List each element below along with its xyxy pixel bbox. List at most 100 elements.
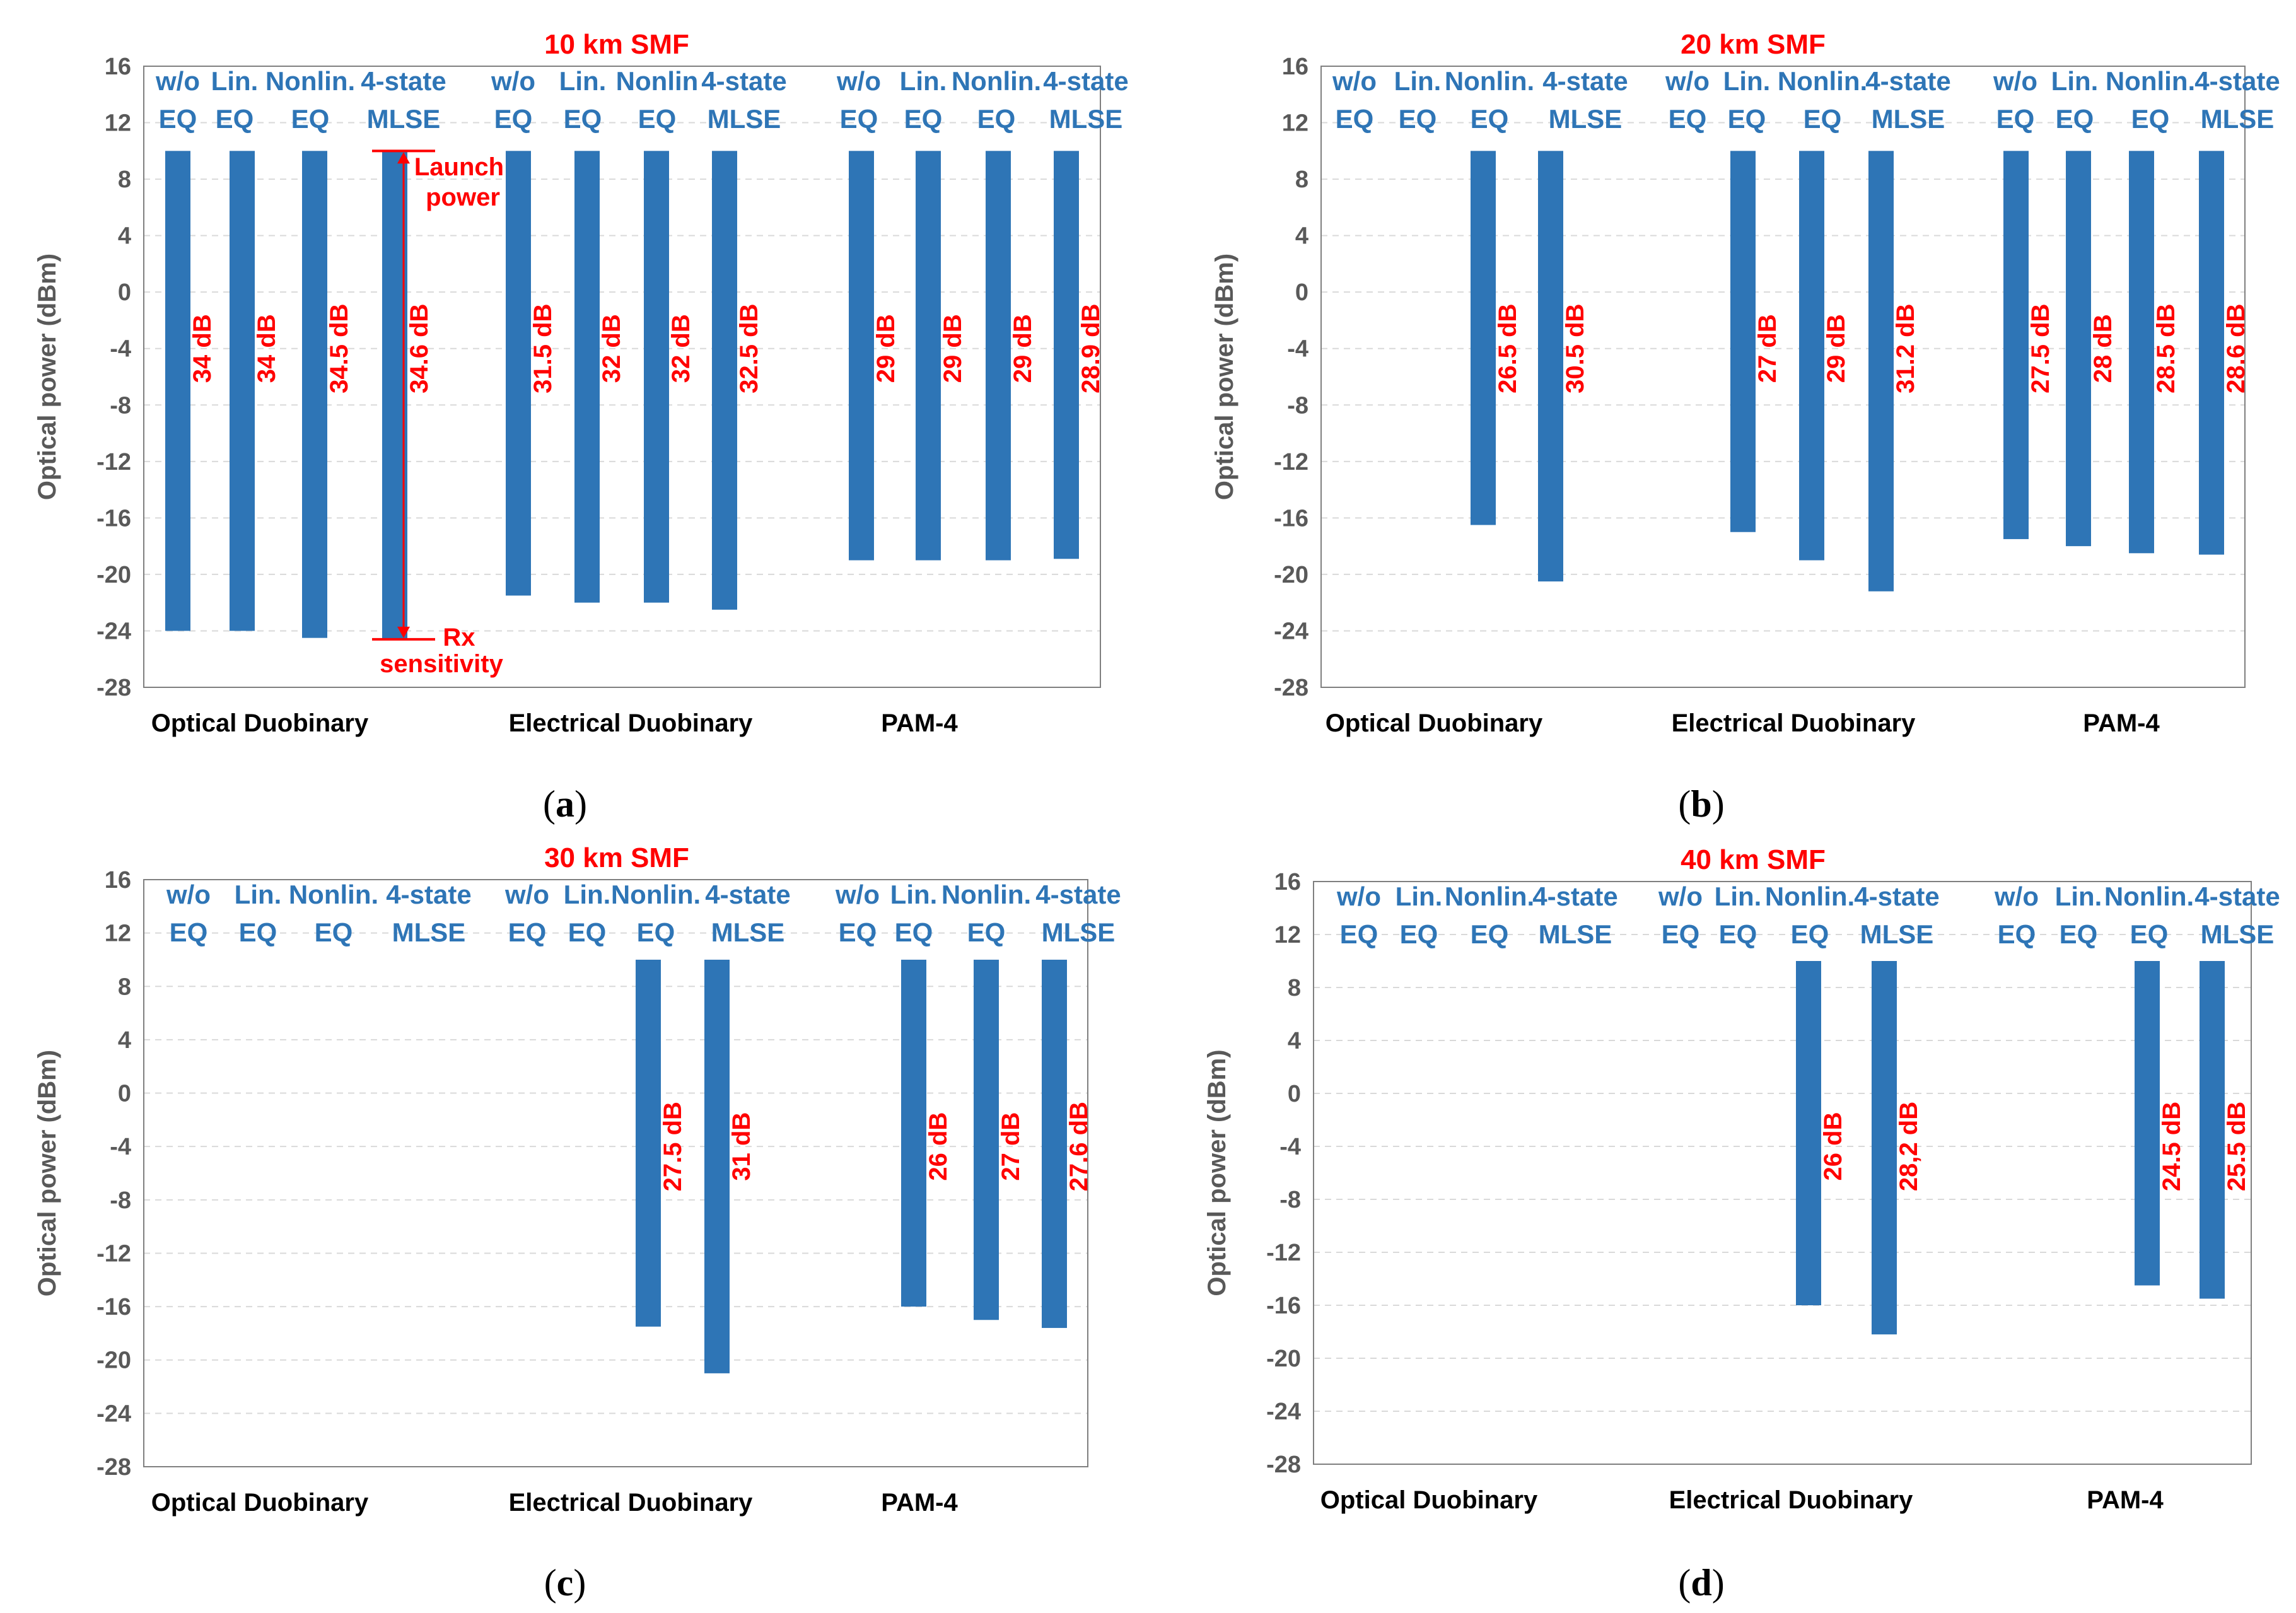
bar: [2003, 151, 2029, 539]
bar: [2129, 151, 2154, 554]
method-label-top: Lin.: [1396, 882, 1443, 911]
method-label-top: Lin.: [559, 66, 607, 96]
data-label: 29 dB: [939, 314, 967, 383]
bar: [1799, 151, 1824, 561]
data-label: 32 dB: [598, 314, 626, 383]
method-label-bottom: EQ: [291, 104, 330, 134]
group-label: Optical Duobinary: [151, 709, 369, 737]
method-label-top: 4-state: [1865, 66, 1950, 96]
method-label-bottom: EQ: [895, 917, 933, 947]
y-tick-label: 4: [1295, 223, 1308, 250]
method-label-top: 4-state: [2194, 66, 2280, 96]
bar: [574, 151, 600, 603]
method-label-top: w/o: [1665, 66, 1710, 96]
data-label: 29 dB: [1822, 314, 1850, 383]
group-label: Optical Duobinary: [1326, 709, 1543, 737]
bar: [1042, 959, 1067, 1328]
method-label-top: w/o: [504, 880, 549, 909]
method-label-bottom: EQ: [1399, 104, 1437, 134]
bar: [644, 151, 669, 603]
y-tick-label: -16: [96, 505, 131, 532]
panel-caption: (b): [1678, 783, 1724, 825]
method-label-bottom: EQ: [2130, 919, 2169, 949]
data-label: 34 dB: [253, 314, 281, 383]
method-label-bottom: EQ: [159, 104, 197, 134]
bar: [1471, 151, 1496, 525]
method-label-bottom: MLSE: [2201, 919, 2275, 949]
group-label: Electrical Duobinary: [509, 1489, 754, 1517]
y-tick-label: -24: [1274, 618, 1308, 644]
data-label: 28.5 dB: [2152, 304, 2180, 393]
plot-frame: [1313, 881, 2252, 1465]
plot-frame: [1320, 66, 2246, 688]
bar: [1054, 151, 1079, 559]
data-label: 27.5 dB: [2027, 304, 2054, 393]
method-label-bottom: EQ: [1719, 919, 1757, 949]
data-label: 28 dB: [2089, 314, 2117, 383]
method-label-top: w/o: [1994, 882, 2039, 911]
method-label-top: Lin.: [1715, 882, 1762, 911]
method-label-top: w/o: [491, 66, 535, 96]
data-label: 34 dB: [189, 314, 216, 383]
y-tick-label: 16: [1274, 869, 1301, 895]
launch-power-annotation: power: [426, 183, 500, 211]
data-label: 34.6 dB: [405, 304, 433, 393]
data-label: 27 dB: [997, 1112, 1025, 1181]
y-tick-label: -16: [1266, 1293, 1301, 1319]
method-label-bottom: EQ: [1400, 919, 1438, 949]
bar: [704, 959, 730, 1373]
data-label: 32 dB: [667, 314, 695, 383]
group-label: Electrical Duobinary: [1672, 709, 1916, 737]
y-tick-label: 16: [105, 867, 131, 894]
panel-caption: (a): [543, 783, 587, 825]
method-label-top: w/o: [1658, 882, 1703, 911]
bar: [2135, 961, 2160, 1286]
chart-panel-a: 16 12 8 4 0 -4 -8 -12 -16 -20 -24 -28 Optical power …: [33, 29, 1129, 737]
group-label: Optical Duobinary: [1320, 1486, 1538, 1514]
bar: [636, 959, 661, 1327]
method-label-top: w/o: [1336, 882, 1381, 911]
plot-frame: [143, 66, 1101, 688]
caption-paren: (: [543, 783, 556, 825]
method-label-top: w/o: [1993, 66, 2037, 96]
method-label-top: Nonlin.: [289, 880, 378, 909]
y-tick-label: 0: [1295, 279, 1308, 306]
method-label-bottom: MLSE: [1042, 917, 1116, 947]
bar: [302, 151, 327, 638]
method-label-top: 4-state: [1532, 882, 1617, 911]
data-label: 27.6 dB: [1065, 1102, 1093, 1191]
y-tick-label: -24: [1266, 1399, 1301, 1425]
bar: [712, 151, 737, 610]
group-label: PAM-4: [881, 709, 958, 737]
method-label-bottom: MLSE: [1549, 104, 1623, 134]
method-label-top: Lin.: [900, 66, 947, 96]
method-label-top: w/o: [155, 66, 200, 96]
method-label-top: Nonlin.: [1778, 66, 1867, 96]
group-label: Electrical Duobinary: [509, 709, 754, 737]
caption-letter: d: [1691, 1562, 1711, 1604]
method-label-bottom: EQ: [564, 104, 602, 134]
y-tick-label: -20: [1274, 562, 1308, 588]
method-label-top: w/o: [1332, 66, 1377, 96]
y-axis-label: Optical power (dBm): [1211, 253, 1238, 500]
data-label: 26 dB: [924, 1112, 952, 1181]
y-tick-label: 4: [1288, 1028, 1301, 1054]
method-label-bottom: EQ: [1471, 919, 1509, 949]
panel-caption: (d): [1678, 1562, 1724, 1604]
bar: [230, 151, 255, 631]
method-label-bottom: EQ: [904, 104, 943, 134]
method-label-top: 4-state: [1542, 66, 1628, 96]
data-label: 28,2 dB: [1895, 1102, 1923, 1191]
y-tick-label: 12: [1274, 922, 1301, 948]
caption-letter: c: [557, 1562, 574, 1604]
bar: [165, 151, 190, 631]
caption-paren: (: [1678, 1562, 1691, 1604]
data-label: 26 dB: [1819, 1112, 1847, 1181]
y-tick-label: -12: [96, 1240, 131, 1267]
bar: [1730, 151, 1756, 532]
method-label-bottom: EQ: [2131, 104, 2170, 134]
y-tick-label: 4: [118, 1027, 131, 1054]
y-tick-label: 16: [1282, 54, 1308, 80]
group-label: PAM-4: [881, 1489, 958, 1517]
method-label-top: Nonlin.: [611, 880, 701, 909]
